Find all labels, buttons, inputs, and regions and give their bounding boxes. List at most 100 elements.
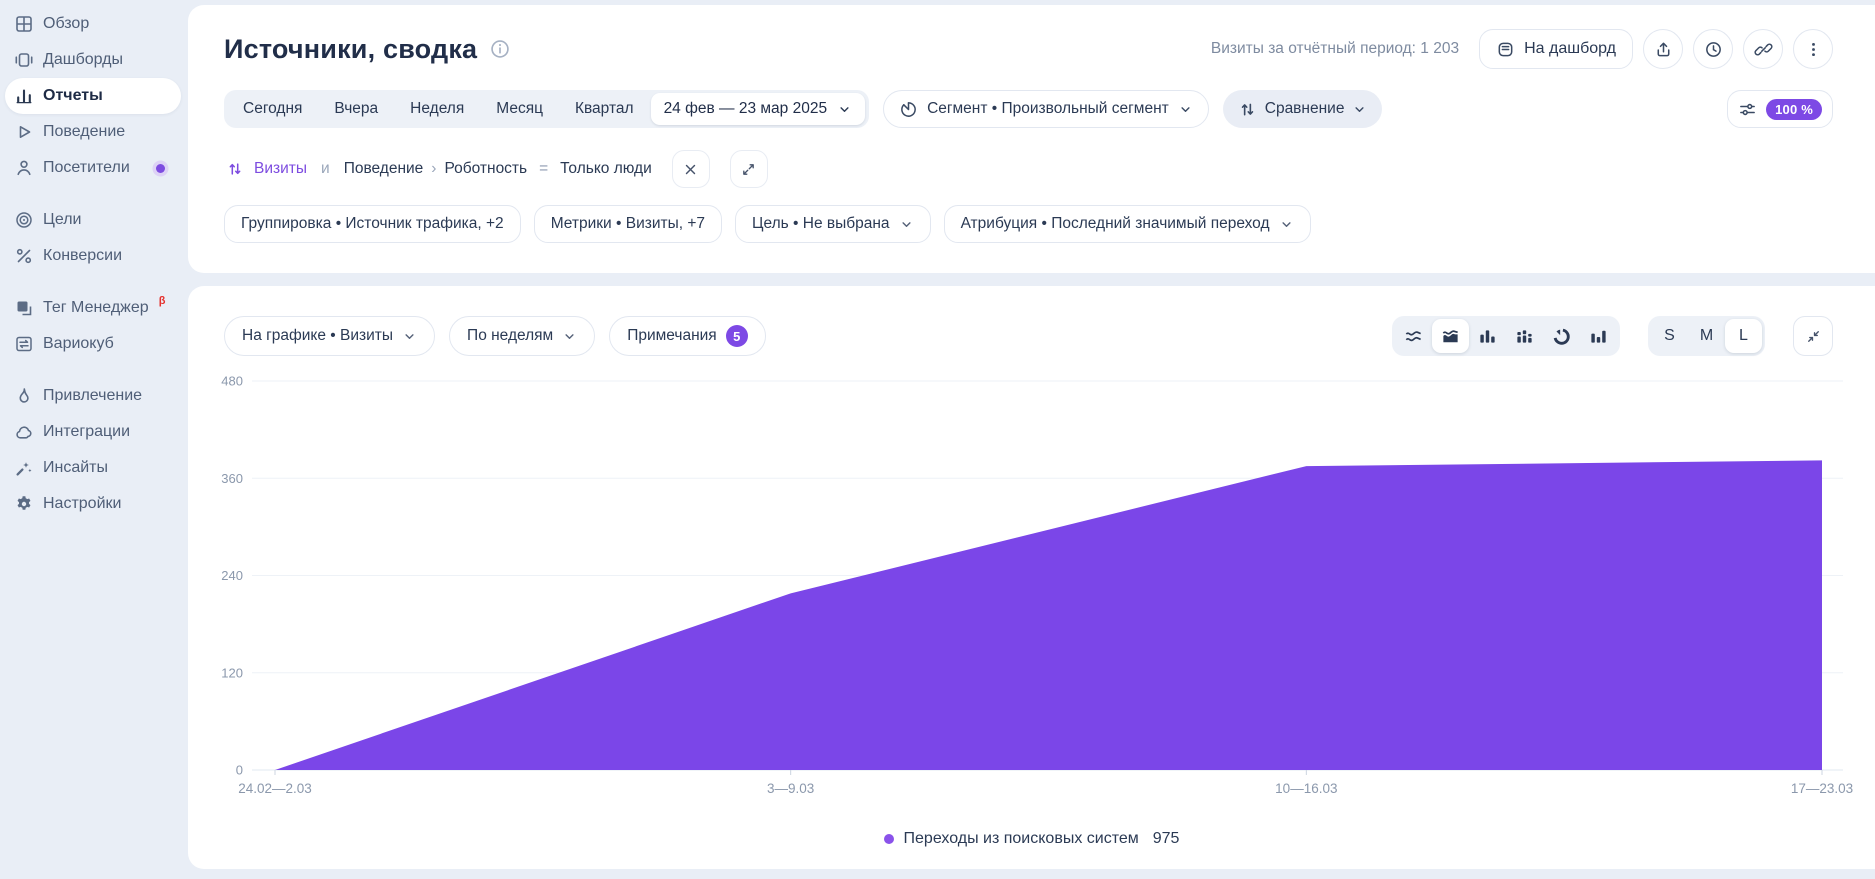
period-preset-yesterday[interactable]: Вчера xyxy=(318,90,394,128)
period-preset-group: Сегодня Вчера Неделя Месяц Квартал 24 фев — … xyxy=(224,90,870,128)
y-axis-label: 120 xyxy=(221,665,243,680)
chart-size-M[interactable]: M xyxy=(1688,319,1725,353)
sidebar-item-label: Конверсии xyxy=(43,247,123,264)
chart-type-bars[interactable] xyxy=(1469,319,1506,353)
sidebar-item-label: Инсайты xyxy=(43,459,108,476)
y-axis-label: 0 xyxy=(236,763,243,778)
sampling-badge: 100 % xyxy=(1766,98,1822,120)
chart-type-columns[interactable] xyxy=(1580,319,1617,353)
period-bar: Сегодня Вчера Неделя Месяц Квартал 24 фев — … xyxy=(224,90,1833,128)
visits-area-chart[interactable]: 0 120 240 360 480 24.02—2.03 3—9.03 10—16.03 17—… xyxy=(188,346,1875,816)
notes-count-badge: 5 xyxy=(725,325,748,347)
remove-segment-button[interactable] xyxy=(671,150,710,188)
dashboards-icon xyxy=(14,50,34,70)
sidebar-item-label: Отчеты xyxy=(43,87,103,104)
sidebar-item-conversions[interactable]: Конверсии xyxy=(5,238,181,274)
sidebar-item-variocube[interactable]: Вариокуб xyxy=(5,326,181,362)
chart-size-S[interactable]: S xyxy=(1651,319,1688,353)
puzzle-icon xyxy=(14,422,34,442)
play-icon xyxy=(14,122,34,142)
sidebar-item-tag-manager[interactable]: Тег Менеджер β xyxy=(5,290,181,326)
sidebar-item-settings[interactable]: Настройки xyxy=(5,486,181,522)
share-icon xyxy=(1654,40,1673,59)
sidebar-group: Цели Конверсии xyxy=(0,202,188,274)
chart-card: На графике • Визиты По неделям Примечани… xyxy=(188,286,1875,869)
sidebar-item-label: Настройки xyxy=(43,495,122,512)
compare-icon xyxy=(1238,100,1257,119)
segment-conjunction: и xyxy=(321,160,330,177)
sidebar: Обзор Дашборды Отчеты Поведение Посетители Це… xyxy=(0,0,188,879)
expand-segment-button[interactable] xyxy=(729,150,768,188)
chart-size-L[interactable]: L xyxy=(1725,319,1762,353)
sidebar-item-visitors[interactable]: Посетители xyxy=(5,150,181,186)
segment-select[interactable]: Сегмент • Произвольный сегмент xyxy=(883,90,1209,128)
to-dashboard-button[interactable]: На дашборд xyxy=(1479,29,1633,69)
variocube-icon xyxy=(14,334,34,354)
chevron-down-icon xyxy=(1279,217,1294,232)
copy-link-button[interactable] xyxy=(1743,29,1783,69)
grouping-chip[interactable]: Группировка • Источник трафика, +2 xyxy=(224,205,521,243)
sidebar-item-insights[interactable]: Инсайты xyxy=(5,450,181,486)
sidebar-item-goals[interactable]: Цели xyxy=(5,202,181,238)
info-icon[interactable] xyxy=(489,38,511,60)
period-preset-week[interactable]: Неделя xyxy=(394,90,480,128)
sampling-button[interactable]: 100 % xyxy=(1727,90,1833,128)
percent-icon xyxy=(14,246,34,266)
granularity-select[interactable]: По неделям xyxy=(449,316,596,356)
sidebar-item-integrations[interactable]: Интеграции xyxy=(5,414,181,450)
sidebar-item-label: Посетители xyxy=(43,159,130,176)
y-axis-label: 360 xyxy=(221,471,243,486)
chart-type-lines[interactable] xyxy=(1395,319,1432,353)
report-header-card: Источники, сводка Визиты за отчётный пер… xyxy=(188,5,1875,273)
chevron-down-icon xyxy=(562,329,577,344)
collapse-chart-button[interactable] xyxy=(1793,316,1833,356)
segment-path-parent[interactable]: Поведение xyxy=(343,160,424,177)
area-series[interactable] xyxy=(275,460,1822,770)
y-axis-label: 240 xyxy=(221,568,243,583)
period-preset-month[interactable]: Месяц xyxy=(480,90,559,128)
sidebar-item-label: Обзор xyxy=(43,15,90,32)
grid-icon xyxy=(14,14,34,34)
notes-button[interactable]: Примечания 5 xyxy=(609,316,766,356)
segment-metric-link[interactable]: Визиты xyxy=(254,160,308,177)
period-presets: Сегодня Вчера Неделя Месяц Квартал xyxy=(227,90,650,128)
period-preset-today[interactable]: Сегодня xyxy=(227,90,318,128)
granularity-label: По неделям xyxy=(467,327,554,344)
main-content: Источники, сводка Визиты за отчётный пер… xyxy=(188,0,1875,879)
legend-value: 975 xyxy=(1152,830,1180,847)
chart-type-areas[interactable] xyxy=(1432,319,1469,353)
date-range-picker[interactable]: 24 фев — 23 мар 2025 xyxy=(650,93,866,125)
link-icon xyxy=(1753,40,1773,59)
chart-legend[interactable]: Переходы из поисковых систем 975 xyxy=(188,830,1875,848)
chart-controls: На графике • Визиты По неделям Примечани… xyxy=(224,316,1833,356)
segment-value[interactable]: Только люди xyxy=(560,160,652,177)
report-filter-chips: Группировка • Источник трафика, +2 Метрик… xyxy=(224,205,1833,243)
chart-metric-select[interactable]: На графике • Визиты xyxy=(224,316,436,356)
segment-path-child[interactable]: Роботность xyxy=(444,160,528,177)
sidebar-item-label: Интеграции xyxy=(43,423,131,440)
target-icon xyxy=(14,210,34,230)
compare-icon xyxy=(226,160,244,178)
more-menu-button[interactable] xyxy=(1793,29,1833,69)
period-preset-quarter[interactable]: Квартал xyxy=(559,90,650,128)
sidebar-item-behavior[interactable]: Поведение xyxy=(5,114,181,150)
sidebar-item-reports[interactable]: Отчеты xyxy=(5,78,181,114)
sidebar-item-overview[interactable]: Обзор xyxy=(5,6,181,42)
compare-select-label: Сравнение xyxy=(1264,100,1345,117)
compare-select[interactable]: Сравнение xyxy=(1222,90,1383,128)
share-button[interactable] xyxy=(1643,29,1683,69)
kebab-icon xyxy=(1804,40,1823,59)
legend-label: Переходы из поисковых систем xyxy=(903,830,1139,847)
chart-type-stacked-bars[interactable] xyxy=(1506,319,1543,353)
grouping-chip-label: Группировка • Источник трафика, +2 xyxy=(241,215,504,232)
metrics-chip[interactable]: Метрики • Визиты, +7 xyxy=(533,205,723,243)
sidebar-item-label: Вариокуб xyxy=(43,335,114,352)
goal-chip[interactable]: Цель • Не выбрана xyxy=(735,205,931,243)
sidebar-group: Тег Менеджер β Вариокуб xyxy=(0,290,188,362)
x-axis-label: 24.02—2.03 xyxy=(238,781,312,796)
sidebar-item-acquisition[interactable]: Привлечение xyxy=(5,378,181,414)
attribution-chip[interactable]: Атрибуция • Последний значимый переход xyxy=(943,205,1311,243)
chart-type-donut[interactable] xyxy=(1543,319,1580,353)
sidebar-item-dashboards[interactable]: Дашборды xyxy=(5,42,181,78)
history-button[interactable] xyxy=(1693,29,1733,69)
